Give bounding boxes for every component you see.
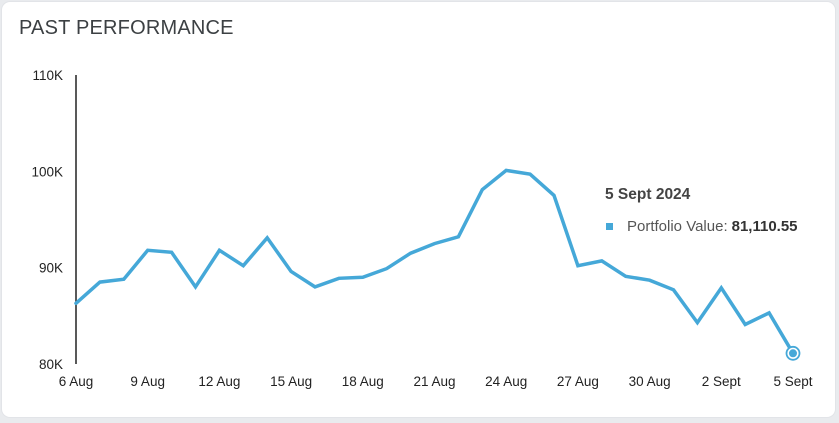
data-point[interactable]	[598, 257, 606, 265]
x-tick-label: 9 Aug	[130, 374, 165, 389]
data-point[interactable]	[120, 275, 128, 283]
y-tick-label: 80K	[39, 357, 63, 372]
x-tick-label: 30 Aug	[629, 374, 671, 389]
data-point[interactable]	[431, 240, 439, 248]
x-tick-label: 21 Aug	[413, 374, 455, 389]
y-tick-label: 90K	[39, 261, 63, 276]
x-tick-label: 27 Aug	[557, 374, 599, 389]
data-point[interactable]	[96, 278, 104, 286]
data-point[interactable]	[144, 246, 152, 254]
data-point[interactable]	[670, 286, 678, 294]
tooltip-series-swatch	[606, 223, 613, 230]
y-axis-ticks: 80K 90K 100K 110K	[31, 68, 63, 372]
data-point[interactable]	[359, 273, 367, 281]
data-point[interactable]	[574, 262, 582, 270]
x-tick-label: 5 Sept	[773, 374, 812, 389]
data-point[interactable]	[407, 249, 415, 257]
data-point[interactable]	[311, 283, 319, 291]
x-tick-label: 2 Sept	[702, 374, 741, 389]
data-point[interactable]	[335, 274, 343, 282]
data-point[interactable]	[168, 248, 176, 256]
data-point[interactable]	[287, 268, 295, 276]
x-tick-label: 12 Aug	[198, 374, 240, 389]
chart-card: PAST PERFORMANCE	[2, 2, 835, 417]
data-point[interactable]	[239, 262, 247, 270]
data-point[interactable]	[765, 309, 773, 317]
data-point[interactable]	[215, 246, 223, 254]
x-tick-label: 6 Aug	[59, 374, 94, 389]
tooltip-row: Portfolio Value: 81,110.55	[605, 218, 798, 235]
x-tick-label: 18 Aug	[342, 374, 384, 389]
tooltip-date: 5 Sept 2024	[605, 186, 691, 203]
data-point[interactable]	[72, 299, 80, 307]
x-tick-label: 15 Aug	[270, 374, 312, 389]
data-point[interactable]	[263, 234, 271, 242]
data-point[interactable]	[646, 276, 654, 284]
data-point[interactable]	[550, 191, 558, 199]
data-point[interactable]	[717, 284, 725, 292]
y-tick-label: 110K	[32, 68, 63, 83]
tooltip-value: 81,110.55	[731, 218, 798, 235]
chart-title: PAST PERFORMANCE	[19, 17, 234, 39]
highlight-marker[interactable]	[785, 345, 801, 361]
data-point[interactable]	[454, 233, 462, 241]
chart-tooltip: 5 Sept 2024 Portfolio Value: 81,110.55	[605, 186, 798, 235]
x-tick-label: 24 Aug	[485, 374, 527, 389]
y-tick-label: 100K	[31, 164, 63, 179]
data-point[interactable]	[192, 283, 200, 291]
series-line-portfolio-value[interactable]	[74, 168, 795, 356]
data-point[interactable]	[383, 265, 391, 273]
data-point[interactable]	[622, 272, 630, 280]
data-point[interactable]	[478, 186, 486, 194]
highlight-marker-dot[interactable]	[789, 349, 797, 358]
x-axis-ticks: 6 Aug 9 Aug 12 Aug 15 Aug 18 Aug 21 Aug 24 Aug…	[59, 374, 813, 389]
data-point[interactable]	[502, 166, 510, 174]
tooltip-series-label: Portfolio Value:	[627, 218, 728, 235]
data-point[interactable]	[741, 321, 749, 329]
data-point[interactable]	[693, 319, 701, 327]
data-point[interactable]	[526, 170, 534, 178]
